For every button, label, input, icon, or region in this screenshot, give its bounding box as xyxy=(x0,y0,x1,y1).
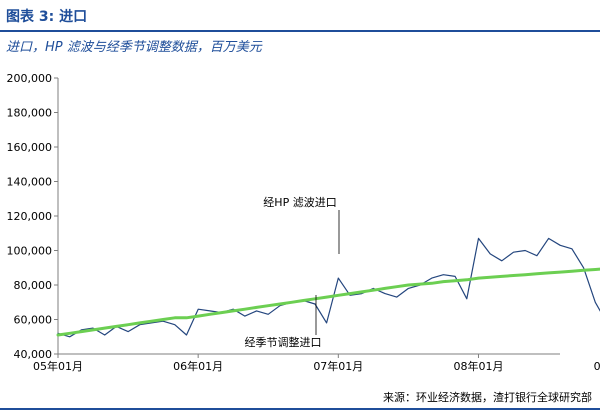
figure-subtitle: 进口，HP 滤波与经季节调整数据，百万美元 xyxy=(6,40,262,55)
y-tick-label: 60,000 xyxy=(14,314,53,327)
top-rule xyxy=(0,30,600,32)
y-tick-label: 120,000 xyxy=(7,210,53,223)
source-note: 来源：环业经济数据，渣打银行全球研究部 xyxy=(383,391,592,404)
chart-axes: 40,000 60,000 80,000 100,000 120,000 140,000 1… xyxy=(7,72,600,373)
trend-annotation: 经HP 滤波进口 xyxy=(263,196,336,209)
x-tick-label: 09年01月 xyxy=(594,359,600,373)
figure-title: 图表 3: 进口 xyxy=(6,9,88,25)
x-tick-label: 05年01月 xyxy=(33,359,83,373)
y-tick-label: 160,000 xyxy=(7,141,53,154)
bottom-rule xyxy=(0,408,600,410)
trend-series-line xyxy=(56,267,600,337)
x-tick-label: 06年01月 xyxy=(173,359,223,373)
seasonal-annotation: 经季节调整进口 xyxy=(245,335,322,349)
y-tick-label: 100,000 xyxy=(7,245,53,258)
imports-line-chart: 40,000 60,000 80,000 100,000 120,000 140,000 1… xyxy=(7,72,600,373)
y-tick-label: 80,000 xyxy=(14,279,53,292)
y-tick-label: 180,000 xyxy=(7,107,53,120)
y-tick-label: 40,000 xyxy=(14,348,53,361)
x-tick-label: 08年01月 xyxy=(453,359,503,373)
y-tick-label: 140,000 xyxy=(7,176,53,189)
y-tick-label: 200,000 xyxy=(7,72,53,85)
seasonal-series-line xyxy=(57,237,600,338)
chart-series xyxy=(56,237,600,338)
x-tick-label: 07年01月 xyxy=(313,359,363,373)
